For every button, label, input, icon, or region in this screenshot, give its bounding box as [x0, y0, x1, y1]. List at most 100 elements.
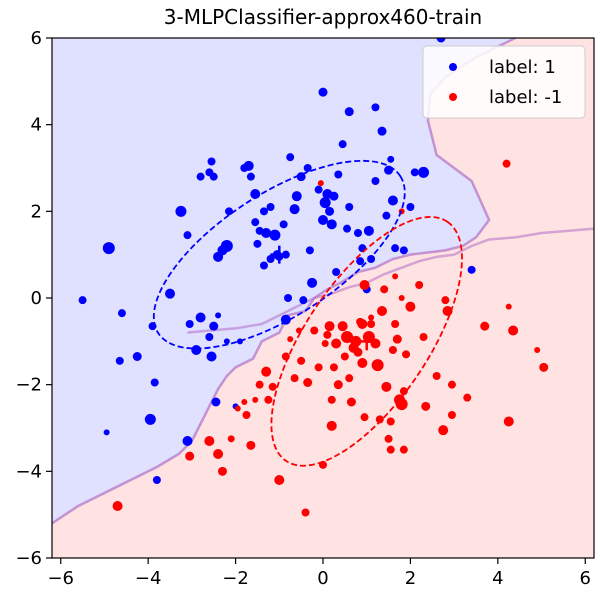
x-tick-label: 6: [580, 568, 591, 589]
point-label-1: [325, 206, 335, 216]
point-label-1: [259, 207, 268, 216]
point-label-1: [266, 255, 275, 263]
point-label-neg1: [480, 321, 490, 331]
point-label-1: [117, 309, 126, 318]
point-label-1: [209, 321, 219, 331]
point-label-neg1: [246, 440, 256, 450]
legend-marker-label-neg1: [449, 93, 457, 101]
point-label-1: [225, 207, 234, 216]
point-label-1: [289, 204, 300, 215]
point-label-neg1: [375, 415, 384, 424]
point-label-1: [344, 107, 354, 117]
point-label-neg1: [213, 449, 224, 459]
point-label-1: [243, 160, 254, 171]
point-label-neg1: [317, 180, 324, 187]
point-label-neg1: [399, 387, 408, 396]
point-label-1: [303, 164, 312, 172]
point-label-1: [132, 352, 142, 361]
point-label-neg1: [204, 436, 215, 446]
point-label-neg1: [353, 347, 363, 357]
x-tick-label: −2: [222, 568, 249, 589]
point-label-1: [223, 338, 230, 345]
legend-marker-label-1: [449, 63, 457, 71]
point-label-neg1: [227, 435, 235, 443]
positive-region: [52, 38, 516, 524]
point-label-neg1: [377, 306, 388, 316]
y-axis: −6 −4 −2 0 2 4 6: [15, 28, 52, 569]
point-label-1: [251, 218, 260, 227]
point-label-neg1: [421, 401, 431, 411]
point-label-neg1: [386, 445, 395, 454]
point-label-1: [207, 157, 216, 166]
point-label-neg1: [388, 346, 397, 354]
point-label-neg1: [442, 306, 453, 316]
point-label-1: [367, 255, 376, 263]
point-label-1: [150, 378, 159, 387]
point-label-neg1: [463, 393, 472, 402]
point-label-1: [261, 228, 272, 238]
point-label-neg1: [380, 285, 389, 294]
point-label-neg1: [268, 382, 277, 391]
point-label-1: [220, 240, 233, 252]
point-label-neg1: [295, 327, 302, 334]
y-tick-label: 0: [31, 288, 42, 309]
point-label-neg1: [447, 380, 456, 389]
point-label-1: [387, 195, 398, 206]
point-label-neg1: [241, 399, 248, 405]
point-label-1: [334, 170, 343, 179]
point-label-neg1: [185, 451, 195, 461]
center-label-1: [270, 245, 289, 264]
point-label-1: [363, 225, 374, 236]
point-label-1: [206, 351, 217, 362]
point-label-neg1: [357, 319, 368, 329]
y-tick-label: 4: [31, 115, 42, 136]
legend-label-neg1: label: -1: [489, 87, 562, 108]
point-label-neg1: [371, 359, 384, 372]
point-label-1: [152, 476, 161, 484]
y-tick-label: −6: [15, 548, 42, 569]
point-label-1: [182, 436, 193, 446]
point-label-1: [291, 191, 302, 202]
point-label-1: [410, 168, 419, 177]
point-label-1: [185, 320, 194, 328]
point-label-neg1: [441, 296, 450, 305]
point-label-1: [314, 185, 323, 194]
chart-title: 3-MLPClassifier-approx460-train: [164, 5, 482, 29]
legend: label: 1 label: -1: [422, 45, 586, 119]
point-label-1: [467, 265, 476, 274]
point-label-neg1: [415, 281, 424, 289]
point-label-1: [406, 203, 415, 211]
point-label-neg1: [508, 325, 519, 336]
point-label-neg1: [340, 352, 349, 361]
points-layer: [78, 38, 549, 517]
point-label-1: [326, 219, 337, 230]
point-label-1: [299, 296, 308, 305]
y-tick-label: −4: [15, 461, 42, 482]
point-label-1: [387, 155, 395, 163]
point-label-1: [399, 246, 408, 255]
point-label-neg1: [359, 280, 370, 290]
point-label-1: [102, 242, 115, 255]
point-label-1: [144, 413, 156, 425]
x-tick-label: 0: [317, 568, 328, 589]
point-label-neg1: [384, 434, 393, 443]
point-label-1: [196, 172, 205, 181]
point-label-1: [175, 205, 187, 217]
point-label-neg1: [314, 363, 323, 372]
point-label-neg1: [502, 159, 511, 168]
point-label-neg1: [252, 396, 259, 403]
point-label-neg1: [357, 358, 368, 368]
point-label-1: [332, 268, 341, 276]
point-label-neg1: [323, 330, 332, 339]
point-label-1: [371, 177, 380, 185]
point-label-neg1: [370, 338, 381, 349]
point-label-1: [78, 296, 87, 305]
point-label-neg1: [264, 395, 273, 404]
point-label-neg1: [402, 350, 411, 359]
point-label-neg1: [447, 411, 456, 419]
point-label-neg1: [381, 381, 392, 392]
point-label-neg1: [301, 508, 310, 517]
point-label-neg1: [327, 395, 336, 404]
point-label-neg1: [261, 366, 272, 377]
point-label-1: [209, 172, 218, 181]
